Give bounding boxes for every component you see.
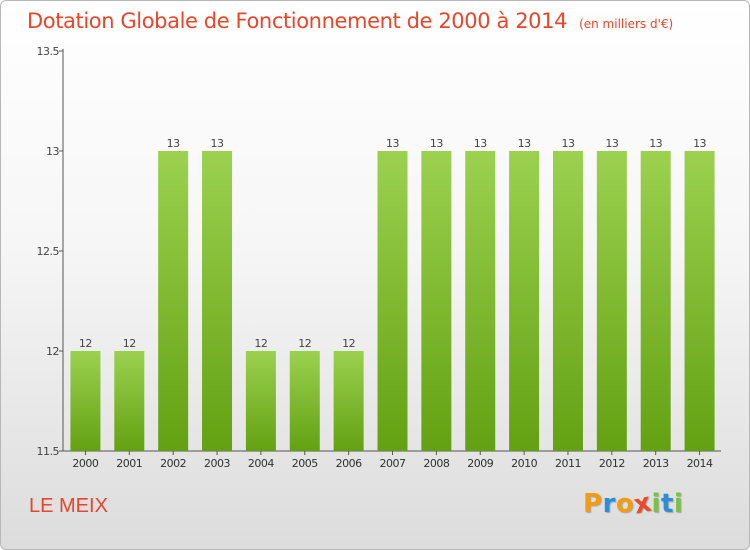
x-tick-label: 2013 [643,457,669,470]
bar [289,351,320,451]
x-tick-label: 2000 [72,457,98,470]
bar [114,351,145,451]
chart-subtitle: (en milliers d'€) [579,17,674,31]
x-tick-label: 2012 [599,457,625,470]
bar [465,151,496,451]
bar [552,151,583,451]
bar [333,351,364,451]
x-tick-label: 2008 [423,457,449,470]
x-tick-label: 2001 [116,457,142,470]
logo-letter: P [583,489,603,519]
bar [245,351,276,451]
x-tick-label: 2006 [336,457,362,470]
logo-letter: i [651,489,661,519]
chart-title: Dotation Globale de Fonctionnement de 20… [27,9,673,33]
logo-letter: r [602,489,616,519]
bar [70,351,101,451]
bar [158,151,189,451]
data-label: 12 [123,337,136,350]
bar [377,151,408,451]
x-tick-label: 2005 [292,457,318,470]
data-label: 12 [298,337,311,350]
data-label: 13 [693,137,706,150]
data-label: 13 [561,137,574,150]
data-label: 13 [211,137,224,150]
logo-letter: t [660,489,674,519]
bar [596,151,627,451]
bar [421,151,452,451]
y-tick-label: 13 [46,145,59,158]
data-label: 13 [649,137,662,150]
x-tick-label: 2011 [555,457,581,470]
proxiti-logo: Proxiti [583,488,684,521]
x-tick-label: 2010 [511,457,537,470]
data-label: 12 [79,337,92,350]
data-label: 13 [605,137,618,150]
data-label: 13 [474,137,487,150]
commune-name: LE MEIX [29,495,108,517]
y-tick-label: 11.5 [37,445,60,458]
logo-letter: i [673,489,684,519]
data-label: 13 [430,137,443,150]
x-tick-label: 2009 [467,457,493,470]
data-label: 13 [167,137,180,150]
data-label: 13 [386,137,399,150]
data-label: 12 [254,337,267,350]
x-tick-label: 2004 [248,457,274,470]
x-tick-label: 2002 [160,457,186,470]
bar [684,151,715,451]
data-label: 12 [342,337,355,350]
title-text: Dotation Globale de Fonctionnement de 20… [27,9,568,33]
bar [509,151,540,451]
x-tick-label: 2003 [204,457,230,470]
x-tick-label: 2007 [380,457,406,470]
bar [202,151,233,451]
bar [640,151,671,451]
data-label: 13 [518,137,531,150]
y-tick-label: 12.5 [37,245,60,258]
x-tick-label: 2014 [687,457,713,470]
y-tick-label: 12 [46,345,59,358]
logo-letter: o [615,489,635,519]
y-tick-label: 13.5 [37,45,60,58]
